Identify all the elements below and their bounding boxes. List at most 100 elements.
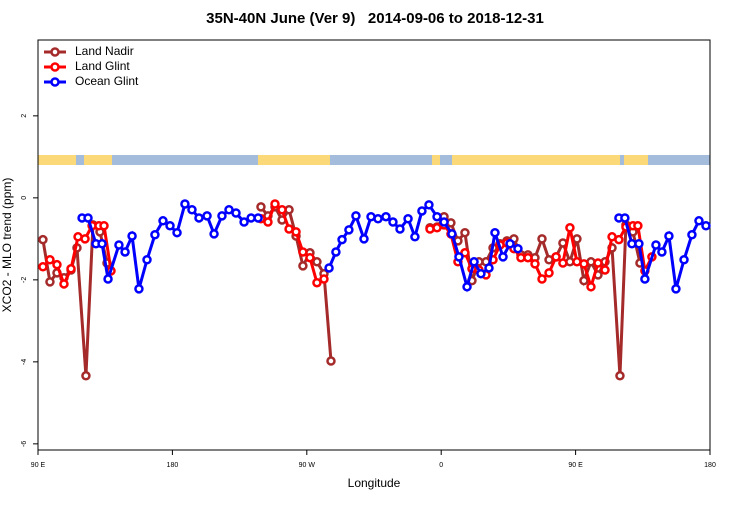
data-point: [277, 204, 287, 215]
y-tick-label: -2: [21, 277, 28, 283]
data-point: [460, 227, 470, 238]
data-point: [298, 261, 308, 271]
land-strip: [84, 155, 112, 165]
data-point: [651, 240, 661, 250]
data-point: [530, 259, 540, 269]
data-point: [312, 257, 322, 267]
data-point: [239, 217, 249, 227]
data-point: [202, 211, 212, 221]
data-point: [253, 213, 263, 223]
data-point: [615, 371, 625, 381]
data-point: [634, 239, 644, 249]
data-point: [593, 258, 603, 268]
legend-marker: [50, 62, 60, 72]
data-point: [180, 199, 190, 209]
data-point: [614, 234, 624, 245]
data-point: [523, 252, 533, 263]
data-point: [537, 274, 547, 284]
data-point: [224, 204, 234, 215]
data-point: [454, 252, 464, 262]
data-point: [66, 264, 76, 274]
data-point: [410, 232, 420, 242]
data-point: [687, 230, 697, 240]
data-point: [498, 252, 508, 262]
data-point: [38, 234, 48, 245]
data-point: [447, 229, 457, 239]
data-point: [172, 227, 182, 238]
legend-marker: [50, 77, 60, 87]
plot-frame: [37, 39, 711, 451]
data-point: [657, 247, 667, 257]
data-point: [103, 274, 113, 284]
data-point: [417, 206, 427, 216]
data-point: [439, 217, 449, 227]
data-point: [83, 213, 93, 223]
data-point: [558, 258, 568, 268]
data-point: [312, 277, 322, 288]
data-point: [620, 213, 630, 223]
data-point: [640, 274, 650, 284]
data-point: [551, 252, 561, 262]
data-point: [256, 202, 266, 212]
chart-title: 35N-40N June (Ver 9) 2014-09-06 to 2018-…: [206, 10, 544, 27]
map-strip: [38, 155, 710, 165]
data-point: [469, 257, 479, 267]
data-point: [187, 204, 197, 215]
data-point: [45, 255, 55, 265]
x-tick-label: 90 W: [299, 462, 316, 469]
land-strip: [258, 155, 330, 165]
data-point: [97, 239, 107, 249]
data-point: [388, 217, 398, 227]
data-point: [59, 279, 69, 289]
data-point: [298, 247, 308, 257]
data-point: [694, 216, 704, 226]
data-point: [344, 225, 354, 235]
data-point: [158, 216, 168, 226]
data-point: [476, 268, 486, 279]
legend-label: Ocean Glint: [75, 74, 139, 88]
data-point: [217, 211, 227, 221]
data-point: [331, 247, 341, 257]
data-point: [565, 223, 575, 233]
data-point: [537, 234, 547, 244]
data-point: [99, 220, 109, 231]
data-point: [579, 275, 589, 286]
data-point: [263, 217, 273, 227]
data-point: [462, 282, 472, 292]
y-tick-label: 0: [21, 196, 28, 200]
data-point: [270, 199, 280, 209]
data-point: [114, 240, 124, 250]
y-tick-label: -4: [21, 359, 28, 365]
y-axis-label: XCO2 - MLO trend (ppm): [0, 178, 14, 313]
data-point: [460, 248, 470, 258]
land-strip: [432, 155, 440, 165]
ocean-strip: [38, 155, 710, 165]
legend-label: Land Glint: [75, 59, 130, 73]
x-tick-label: 180: [704, 462, 716, 469]
data-point: [324, 263, 334, 273]
data-point: [120, 247, 130, 257]
data-point: [403, 214, 413, 224]
data-point: [142, 255, 152, 265]
land-strip: [452, 155, 620, 165]
legend-marker: [50, 47, 60, 57]
x-tick-label: 0: [439, 462, 443, 469]
y-tick-label: -6: [21, 441, 28, 447]
data-point: [600, 265, 610, 275]
data-point: [194, 213, 204, 223]
data-point: [359, 234, 369, 244]
data-point: [395, 224, 405, 234]
data-point: [381, 211, 391, 222]
data-point: [664, 231, 674, 241]
data-point: [513, 243, 523, 254]
data-point: [586, 282, 596, 292]
data-point: [572, 234, 582, 244]
data-point: [671, 284, 681, 294]
data-point: [291, 227, 301, 237]
data-point: [679, 255, 689, 265]
data-point: [424, 200, 434, 210]
data-point: [81, 371, 91, 381]
data-point: [150, 230, 160, 240]
data-point: [127, 231, 137, 241]
